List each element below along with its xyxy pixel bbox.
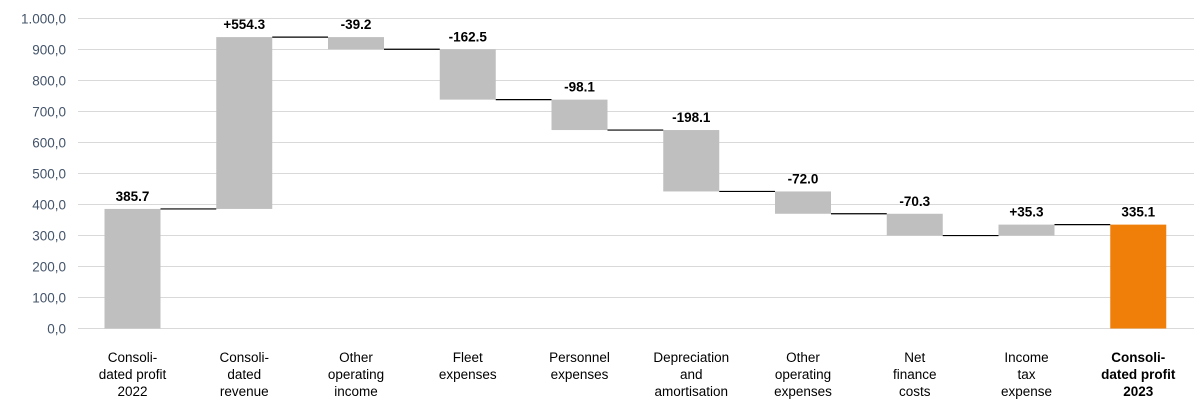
y-tick-label: 500,0: [32, 167, 66, 182]
data-label: -72.0: [788, 171, 819, 186]
data-label: -198.1: [672, 110, 711, 125]
data-label: 335.1: [1121, 205, 1155, 220]
data-label: +554.3: [223, 17, 265, 32]
category-label-line: Personnel: [549, 350, 610, 365]
category-label-line: Consoli-: [108, 350, 158, 365]
data-labels: 385.7 +554.3 -39.2 -162.5 -98.1 -198.1 -72.0 -7…: [116, 17, 1156, 220]
category-label-line: dated: [227, 367, 261, 382]
y-tick-label: 300,0: [32, 229, 66, 244]
category-label: Net finance costs: [893, 350, 937, 399]
category-label: Depreciation and amortisation: [653, 350, 729, 399]
category-label: Consoli-dated profit 2022: [99, 350, 167, 399]
category-label-line: expenses: [439, 367, 497, 382]
category-label-line: income: [334, 384, 378, 399]
waterfall-bar: [439, 49, 496, 100]
category-label-line: expense: [1001, 384, 1052, 399]
category-label: Fleet expenses: [439, 350, 497, 382]
category-label-line: Other: [339, 350, 373, 365]
category-label: Other operating expenses: [774, 350, 832, 399]
category-label-line: tax: [1017, 367, 1035, 382]
y-axis-tick-labels: 0,0 100,0 200,0 300,0 400,0 500,0 600,0 700,0 80…: [21, 12, 66, 337]
category-label-line: Fleet: [453, 350, 483, 365]
waterfall-bar: [551, 99, 608, 131]
category-label-line: 2023: [1123, 384, 1154, 399]
waterfall-bar: [328, 37, 384, 50]
y-tick-label: 0,0: [47, 322, 66, 337]
category-label: Consoli-dated revenue: [219, 350, 269, 399]
category-label-line: 2022: [117, 384, 147, 399]
category-label-line: costs: [899, 384, 931, 399]
category-label-line: Income: [1004, 350, 1048, 365]
x-axis-category-labels: Consoli-dated profit 2022 Consoli-dated rev…: [99, 350, 1176, 399]
category-label-line: revenue: [220, 384, 269, 399]
category-label-line: finance: [893, 367, 937, 382]
waterfall-bar: [775, 191, 831, 214]
waterfall-bar: [998, 224, 1055, 236]
data-label: +35.3: [1009, 205, 1044, 220]
y-tick-label: 200,0: [32, 260, 66, 275]
category-label: Other operating income: [328, 350, 384, 399]
waterfall-bar: [1110, 224, 1167, 329]
y-tick-label: 100,0: [32, 291, 66, 306]
category-label-line: Net: [904, 350, 925, 365]
y-tick-label: 700,0: [32, 105, 66, 120]
category-label-line: Depreciation: [653, 350, 729, 365]
data-label: 385.7: [116, 189, 150, 204]
data-label: -98.1: [564, 80, 595, 95]
data-label: -162.5: [449, 29, 488, 44]
waterfall-bar: [886, 213, 943, 236]
category-label: Income tax expense: [1001, 350, 1052, 399]
category-label-line: expenses: [774, 384, 832, 399]
waterfall-bar: [663, 130, 720, 192]
category-label: Personnel expenses: [549, 350, 610, 382]
category-label-line: and: [680, 367, 703, 382]
y-tick-label: 1.000,0: [21, 12, 66, 27]
category-label-line: amortisation: [654, 384, 728, 399]
category-label-line: Consoli-: [219, 350, 269, 365]
waterfall-bar: [104, 208, 161, 329]
bars: [104, 37, 1167, 329]
data-label: -70.3: [899, 194, 930, 209]
category-label-line: Consoli-: [1111, 350, 1165, 365]
category-label-line: Other: [786, 350, 820, 365]
data-label: -39.2: [341, 17, 372, 32]
category-label: Consoli-dated profit 2023: [1101, 350, 1176, 399]
category-label-line: dated profit: [1101, 367, 1176, 382]
y-tick-label: 400,0: [32, 198, 66, 213]
category-label-line: expenses: [551, 367, 609, 382]
y-tick-label: 800,0: [32, 74, 66, 89]
category-label-line: operating: [775, 367, 831, 382]
waterfall-bar: [216, 37, 273, 209]
category-label-line: dated profit: [99, 367, 167, 382]
y-tick-label: 600,0: [32, 136, 66, 151]
connectors: [160, 36, 1111, 237]
y-tick-label: 900,0: [32, 43, 66, 58]
category-label-line: operating: [328, 367, 384, 382]
